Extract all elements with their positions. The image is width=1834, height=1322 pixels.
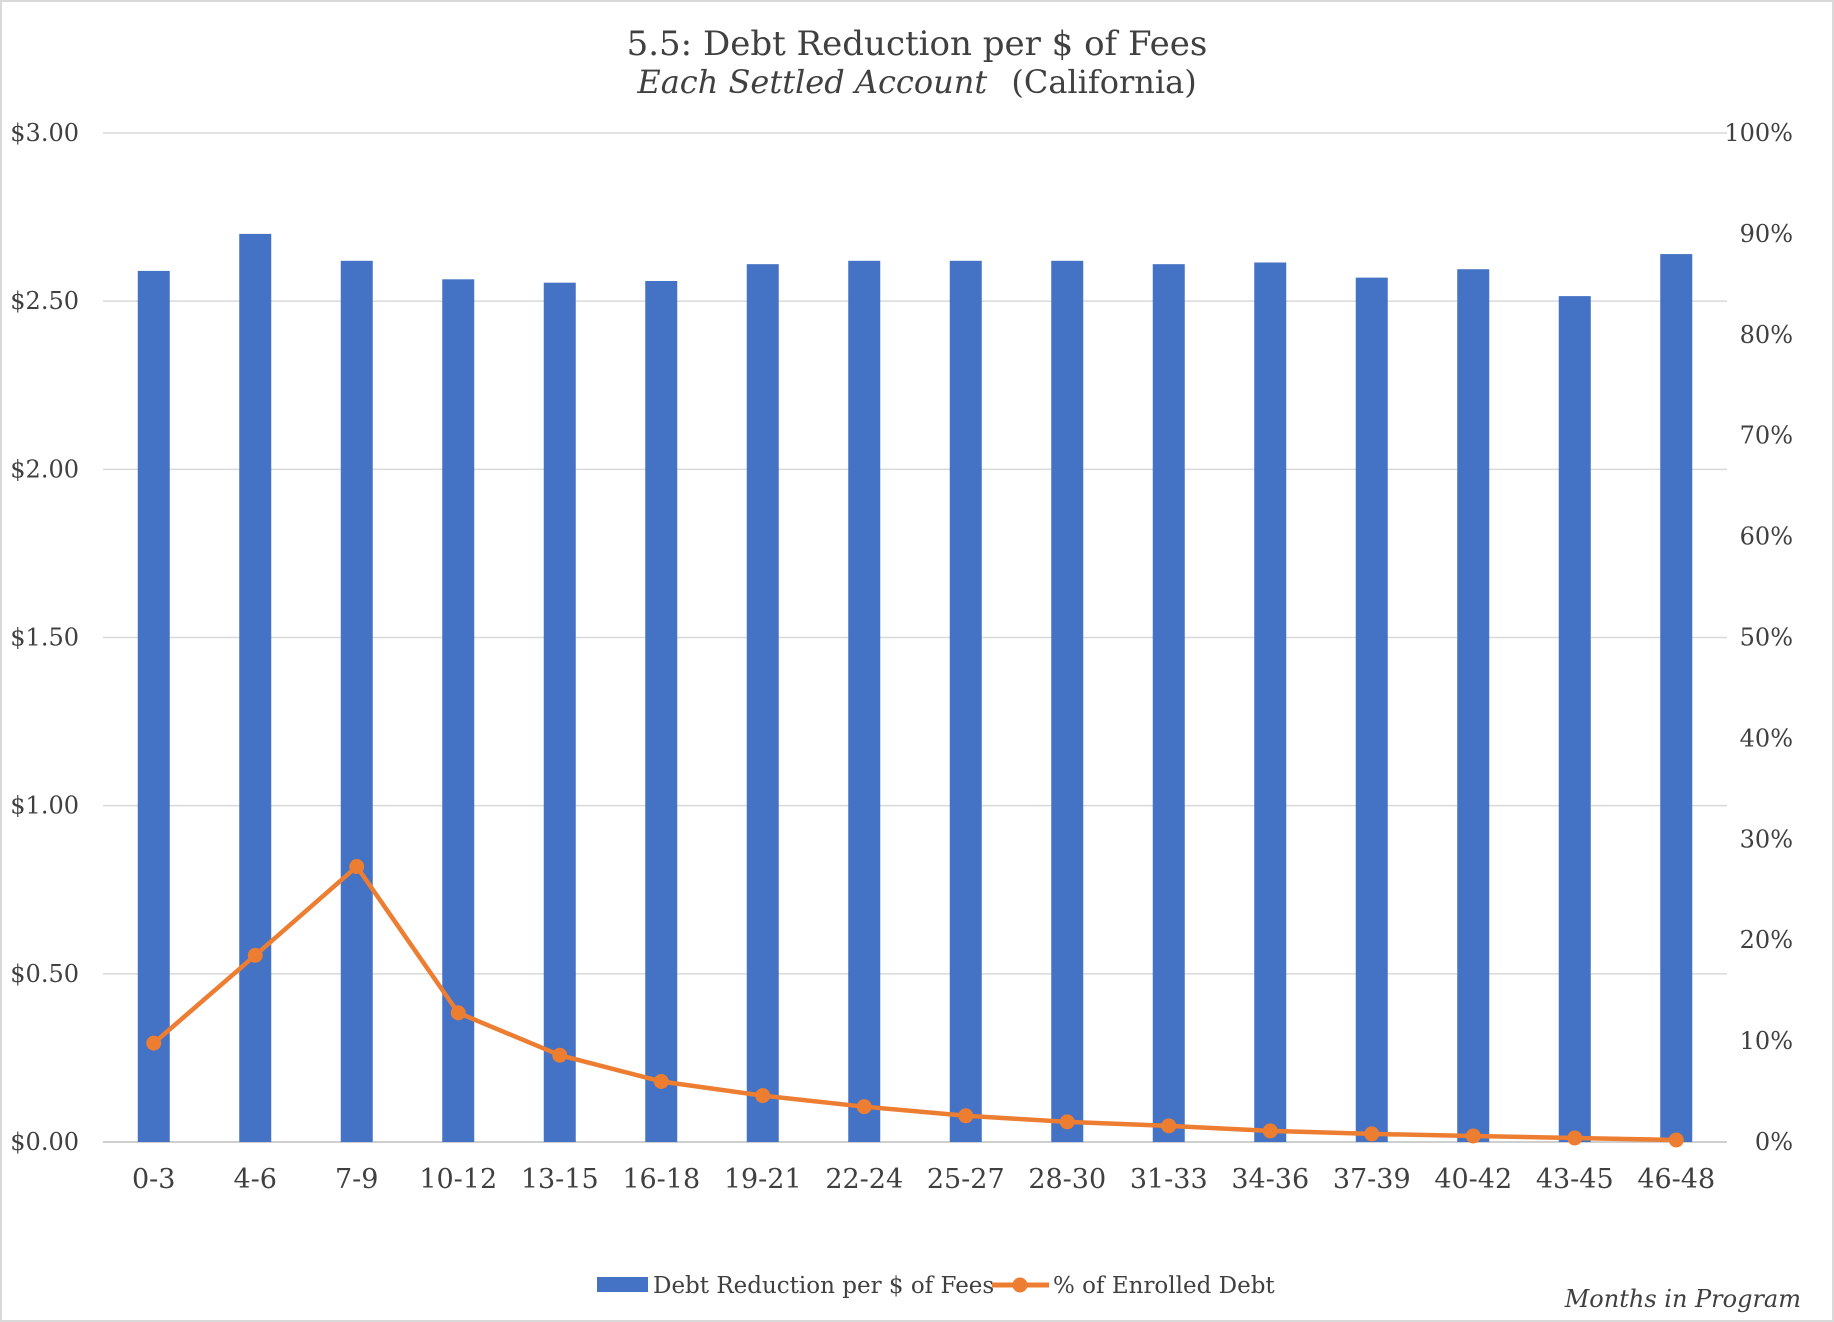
bar [645,280,678,1142]
bar-series [137,233,1693,1143]
x-tick-label: 10-12 [419,1164,497,1195]
right-tick-label: 70% [1740,422,1793,450]
x-tick-label: 28-30 [1028,1164,1106,1195]
left-y-axis: $0.00 $0.50 $1.00 $1.50 $2.00 $2.50 $3.00 [10,119,79,1156]
x-axis-categories: 0-3 4-6 7-9 10-12 13-15 16-18 19-21 22-24 25-27 2… [132,1164,1715,1195]
line-point [247,947,263,963]
bar [949,260,982,1143]
bar [1457,269,1490,1143]
subtitle-italic: Each Settled Account [636,63,987,101]
line-path [152,864,1677,1143]
right-tick-label: 100% [1724,119,1793,147]
x-tick-label: 7-9 [335,1164,378,1195]
chart-title: 5.5: Debt Reduction per $ of Fees [627,24,1208,64]
x-tick-label: 34-36 [1231,1164,1309,1195]
line-point [349,859,365,875]
x-tick-label: 13-15 [521,1164,599,1195]
right-tick-label: 90% [1740,220,1793,248]
legend: Debt Reduction per $ of Fees % of Enroll… [597,1273,1275,1299]
x-tick-label: 25-27 [927,1164,1005,1195]
left-tick-label: $0.50 [10,960,79,988]
right-tick-label: 30% [1740,825,1793,853]
right-tick-label: 50% [1740,624,1793,652]
gridlines [103,132,1727,1143]
legend-bar-label: Debt Reduction per $ of Fees [653,1273,994,1299]
line-point [450,1005,466,1021]
left-tick-label: $3.00 [10,119,79,147]
x-tick-label: 43-45 [1536,1164,1614,1195]
bar [1660,254,1693,1142]
x-tick-label: 4-6 [234,1164,277,1195]
x-tick-label: 22-24 [825,1164,903,1195]
left-tick-label: $2.50 [10,287,79,315]
bar [1558,296,1591,1142]
chart-subtitle: Each Settled Account (California) [636,63,1196,101]
right-tick-label: 10% [1740,1027,1793,1055]
right-tick-label: 80% [1740,321,1793,349]
bar [1051,260,1084,1143]
bar [1152,264,1185,1142]
line-point [856,1099,872,1115]
x-axis-label: Months in Program [1564,1285,1801,1313]
right-tick-label: 0% [1755,1128,1793,1156]
bar [1355,277,1388,1143]
line-point [1465,1128,1481,1144]
legend-bar-swatch [597,1277,648,1292]
line-point [1364,1126,1380,1142]
legend-line-marker [1012,1277,1028,1293]
bar [848,260,881,1143]
line-point [552,1047,568,1063]
line-point [1059,1114,1075,1130]
legend-line-label: % of Enrolled Debt [1053,1273,1275,1299]
x-tick-label: 31-33 [1130,1164,1208,1195]
line-point [1161,1118,1177,1134]
line-point [146,1035,162,1051]
right-tick-label: 40% [1740,724,1793,752]
x-tick-label: 0-3 [132,1164,175,1195]
bar [1254,262,1287,1142]
x-tick-label: 46-48 [1637,1164,1715,1195]
line-point [755,1088,771,1104]
x-tick-label: 40-42 [1434,1164,1512,1195]
bar [543,282,576,1142]
line-point [1668,1132,1684,1148]
left-tick-label: $2.00 [10,455,79,483]
line-point [653,1073,669,1089]
line-point [958,1108,974,1124]
x-tick-label: 16-18 [622,1164,700,1195]
right-tick-label: 20% [1740,926,1793,954]
x-tick-label: 37-39 [1333,1164,1411,1195]
left-tick-label: $1.50 [10,624,79,652]
left-tick-label: $1.00 [10,792,79,820]
bar [137,270,170,1142]
line-series [146,859,1684,1148]
left-tick-label: $0.00 [10,1128,79,1156]
line-point [1567,1130,1583,1146]
bar [340,260,373,1143]
subtitle-rest: (California) [1011,63,1196,101]
right-y-axis: 0% 10% 20% 30% 40% 50% 60% 70% 80% 90% 100% [1724,119,1793,1156]
right-tick-label: 60% [1740,523,1793,551]
x-tick-label: 19-21 [724,1164,802,1195]
bar [239,233,272,1142]
bar [746,264,779,1142]
line-point [1262,1123,1278,1139]
